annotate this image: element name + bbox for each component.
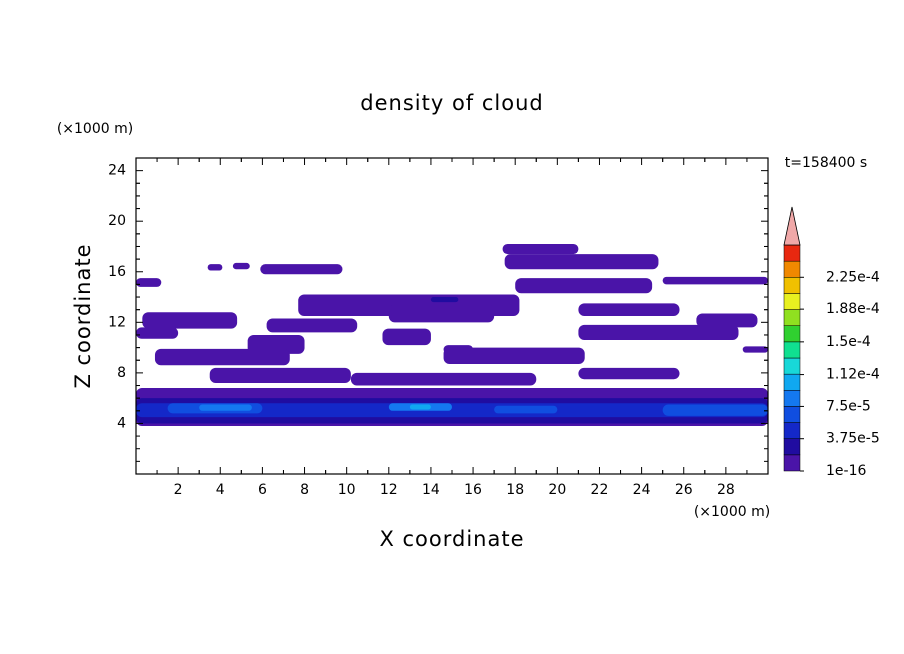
y-tick-label: 24: [108, 163, 126, 179]
x-axis-label: X coordinate: [379, 527, 524, 551]
x-tick-label: 10: [338, 482, 356, 498]
y-tick-label: 12: [108, 314, 126, 330]
colorbar-band: [783, 422, 801, 439]
y-tick-label: 16: [108, 264, 126, 280]
contour-region: [388, 304, 495, 323]
y-tick-label: 20: [108, 213, 126, 229]
x-tick-label: 26: [675, 482, 693, 498]
colorbar-over: [783, 206, 801, 246]
contour-region: [266, 318, 358, 333]
chart-title: density of cloud: [360, 91, 543, 115]
contour-region: [578, 303, 680, 316]
colorbar-tick-label: 1e-16: [826, 463, 866, 479]
colorbar-band: [783, 309, 801, 326]
colorbar-band: [783, 325, 801, 343]
colorbar-band: [783, 406, 801, 423]
contour-region: [494, 405, 558, 414]
x-unit: (×1000 m): [694, 504, 770, 520]
contour-region: [142, 312, 238, 329]
contour-region: [578, 367, 680, 380]
x-tick-label: 20: [548, 482, 566, 498]
y-unit: (×1000 m): [57, 121, 133, 137]
colorbar-band: [783, 260, 801, 278]
contour-region: [199, 404, 252, 411]
contour-region: [232, 262, 250, 270]
y-axis-label: Z coordinate: [71, 243, 95, 388]
colorbar-band: [783, 244, 801, 262]
contour-region: [136, 327, 179, 339]
x-tick-label: 28: [717, 482, 735, 498]
colorbar-band: [783, 454, 801, 472]
contour-region: [515, 278, 653, 294]
contour-region: [382, 328, 431, 346]
contour-region: [430, 297, 459, 303]
contour-region: [136, 403, 768, 418]
contour-region: [443, 347, 585, 365]
colorbar-band: [783, 277, 801, 294]
x-tick-label: 18: [506, 482, 524, 498]
colorbar-tick-label: 1.12e-4: [826, 367, 880, 383]
contour-region: [578, 324, 739, 341]
y-tick-label: 4: [117, 415, 126, 431]
colorbar-band: [783, 357, 801, 375]
colorbar-band: [783, 293, 801, 310]
colorbar-tick-label: 1.88e-4: [826, 301, 880, 317]
contour-region: [260, 264, 343, 275]
contour-region: [154, 348, 290, 366]
x-tick-label: 8: [300, 482, 309, 498]
x-tick-label: 14: [422, 482, 440, 498]
contour-region: [696, 313, 758, 328]
contour-region: [742, 346, 768, 353]
colorbar-band: [783, 341, 801, 359]
x-tick-label: 4: [216, 482, 225, 498]
colorbar-tick-label: 3.75e-5: [826, 431, 880, 447]
contour-region: [502, 243, 579, 255]
contour-region: [504, 254, 659, 270]
colorbar-tick-label: 1.5e-4: [826, 334, 871, 350]
x-tick-label: 6: [258, 482, 267, 498]
contour-region: [136, 278, 162, 287]
colorbar-tick-label: 2.25e-4: [826, 269, 880, 285]
contour-region: [662, 276, 768, 285]
contour-region: [209, 367, 351, 383]
time-annotation: t=158400 s: [785, 155, 867, 171]
x-tick-label: 2: [174, 482, 183, 498]
contour-region: [207, 264, 223, 271]
colorbar-band: [783, 438, 801, 456]
x-tick-label: 12: [380, 482, 398, 498]
colorbar-band: [783, 373, 801, 391]
x-tick-label: 22: [591, 482, 609, 498]
contour-field: [136, 243, 768, 426]
colorbar-band: [783, 390, 801, 407]
x-tick-label: 16: [464, 482, 482, 498]
contour-region: [409, 404, 431, 410]
contour-region: [662, 404, 768, 416]
x-tick-label: 24: [633, 482, 651, 498]
y-tick-label: 8: [117, 365, 126, 381]
colorbar-tick-label: 7.5e-5: [826, 398, 871, 414]
contour-region: [350, 372, 537, 386]
